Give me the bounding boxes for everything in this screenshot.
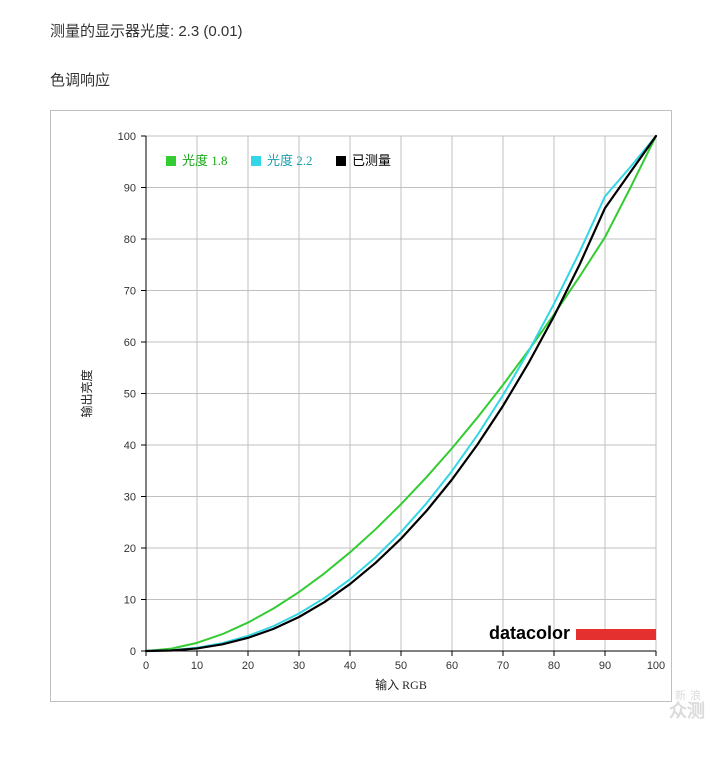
svg-text:光度 2.2: 光度 2.2 bbox=[267, 153, 313, 168]
svg-text:40: 40 bbox=[344, 660, 356, 672]
svg-text:30: 30 bbox=[293, 660, 305, 672]
svg-text:80: 80 bbox=[548, 660, 560, 672]
svg-text:60: 60 bbox=[446, 660, 458, 672]
gamma-chart: 0 10 20 30 40 50 60 70 80 90 100 0 10 20 30 40 50 60 70 80 9… bbox=[51, 111, 671, 701]
svg-text:90: 90 bbox=[599, 660, 611, 672]
svg-text:90: 90 bbox=[124, 183, 136, 195]
watermark: 新浪 众测 bbox=[669, 690, 705, 722]
svg-text:40: 40 bbox=[124, 440, 136, 452]
svg-text:50: 50 bbox=[124, 389, 136, 401]
svg-text:0: 0 bbox=[143, 660, 149, 672]
watermark-line2: 众测 bbox=[669, 702, 705, 722]
svg-text:50: 50 bbox=[395, 660, 407, 672]
svg-text:100: 100 bbox=[647, 660, 665, 672]
svg-text:10: 10 bbox=[191, 660, 203, 672]
svg-text:70: 70 bbox=[124, 286, 136, 298]
svg-text:0: 0 bbox=[130, 646, 136, 658]
svg-text:已测量: 已测量 bbox=[352, 153, 391, 168]
svg-text:60: 60 bbox=[124, 337, 136, 349]
svg-text:30: 30 bbox=[124, 492, 136, 504]
svg-text:100: 100 bbox=[118, 131, 136, 143]
svg-text:输出亮度: 输出亮度 bbox=[79, 369, 94, 417]
svg-text:datacolor: datacolor bbox=[489, 623, 570, 643]
svg-text:70: 70 bbox=[497, 660, 509, 672]
gamma-chart-frame: 0 10 20 30 40 50 60 70 80 90 100 0 10 20 30 40 50 60 70 80 9… bbox=[50, 110, 672, 702]
svg-text:10: 10 bbox=[124, 595, 136, 607]
svg-text:20: 20 bbox=[124, 543, 136, 555]
svg-text:输入 RGB: 输入 RGB bbox=[375, 677, 427, 692]
measured-gamma-text: 测量的显示器光度: 2.3 (0.01) bbox=[50, 20, 670, 41]
svg-text:20: 20 bbox=[242, 660, 254, 672]
svg-text:光度 1.8: 光度 1.8 bbox=[182, 153, 228, 168]
svg-text:80: 80 bbox=[124, 234, 136, 246]
section-title: 色调响应 bbox=[50, 69, 670, 90]
